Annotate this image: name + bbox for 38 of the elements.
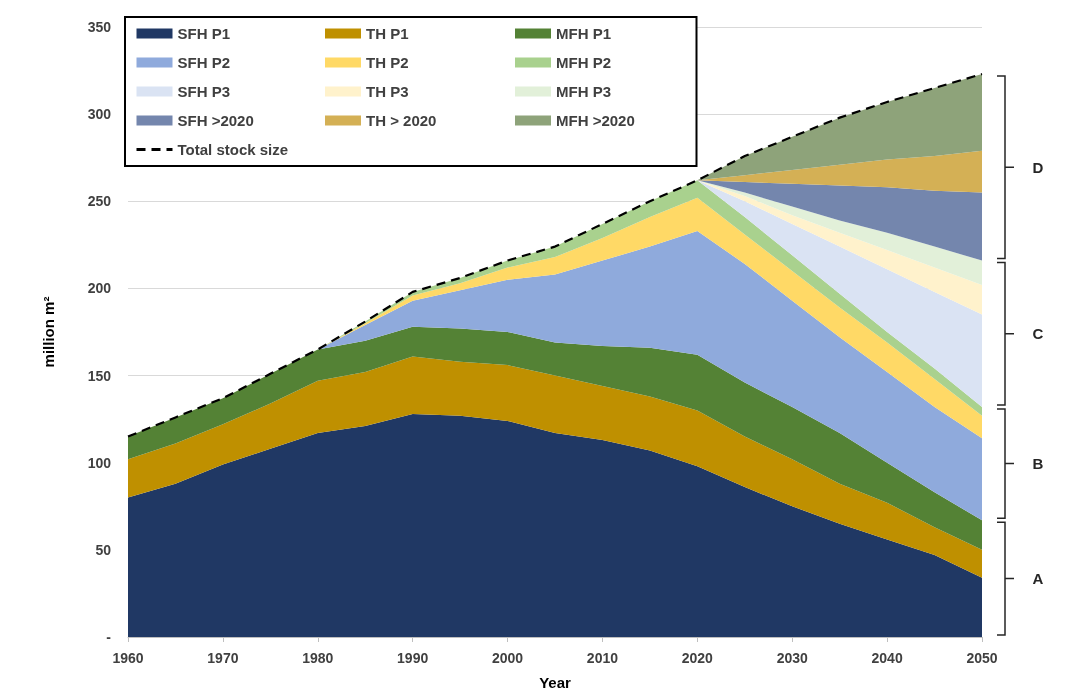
y-tick-label: 250 [87,193,112,210]
text: A [1032,570,1044,588]
x-tick-label: 2040 [871,650,903,666]
x-axis-title: Year [539,674,572,691]
legend-label: MFH P3 [556,83,612,100]
x-tick-label: 1980 [302,650,334,666]
y-tick-label: - [106,629,112,645]
y-tick-label: 350 [87,19,112,35]
y-tick-label: 150 [87,367,112,384]
legend-label: SFH P2 [177,54,231,71]
legend-label: SFH >2020 [177,112,254,129]
legend-label: MFH P2 [556,54,612,71]
legend-label: TH P3 [366,83,409,100]
x-tick-label: 2030 [776,650,808,666]
legend-label: TH P1 [366,25,409,42]
text: D [1032,158,1044,176]
x-tick-label: 1990 [397,650,429,666]
x-tick-label: 2000 [491,650,524,666]
legend-label: SFH P1 [177,25,231,42]
legend-label: MFH P1 [556,25,612,42]
y-tick-label: 200 [87,280,112,297]
x-tick-label: 2020 [681,650,714,666]
legend-label: TH > 2020 [366,112,437,129]
x-tick-label: 2010 [586,650,619,666]
legend-label: Total stock size [177,141,289,158]
text: C [1032,325,1044,343]
text: B [1032,455,1044,473]
y-axis-title: million m² [40,296,57,368]
x-tick-label: 1970 [207,650,239,666]
x-tick-label: 1960 [112,650,144,666]
y-tick-label: 300 [87,106,112,123]
legend-label: TH P2 [366,54,409,71]
legend-label: MFH >2020 [556,112,635,129]
x-tick-label: 2050 [966,650,998,666]
line-series [126,72,984,438]
y-tick-label: 100 [87,454,112,471]
legend-label: SFH P3 [177,83,231,100]
y-tick-label: 50 [95,541,112,558]
